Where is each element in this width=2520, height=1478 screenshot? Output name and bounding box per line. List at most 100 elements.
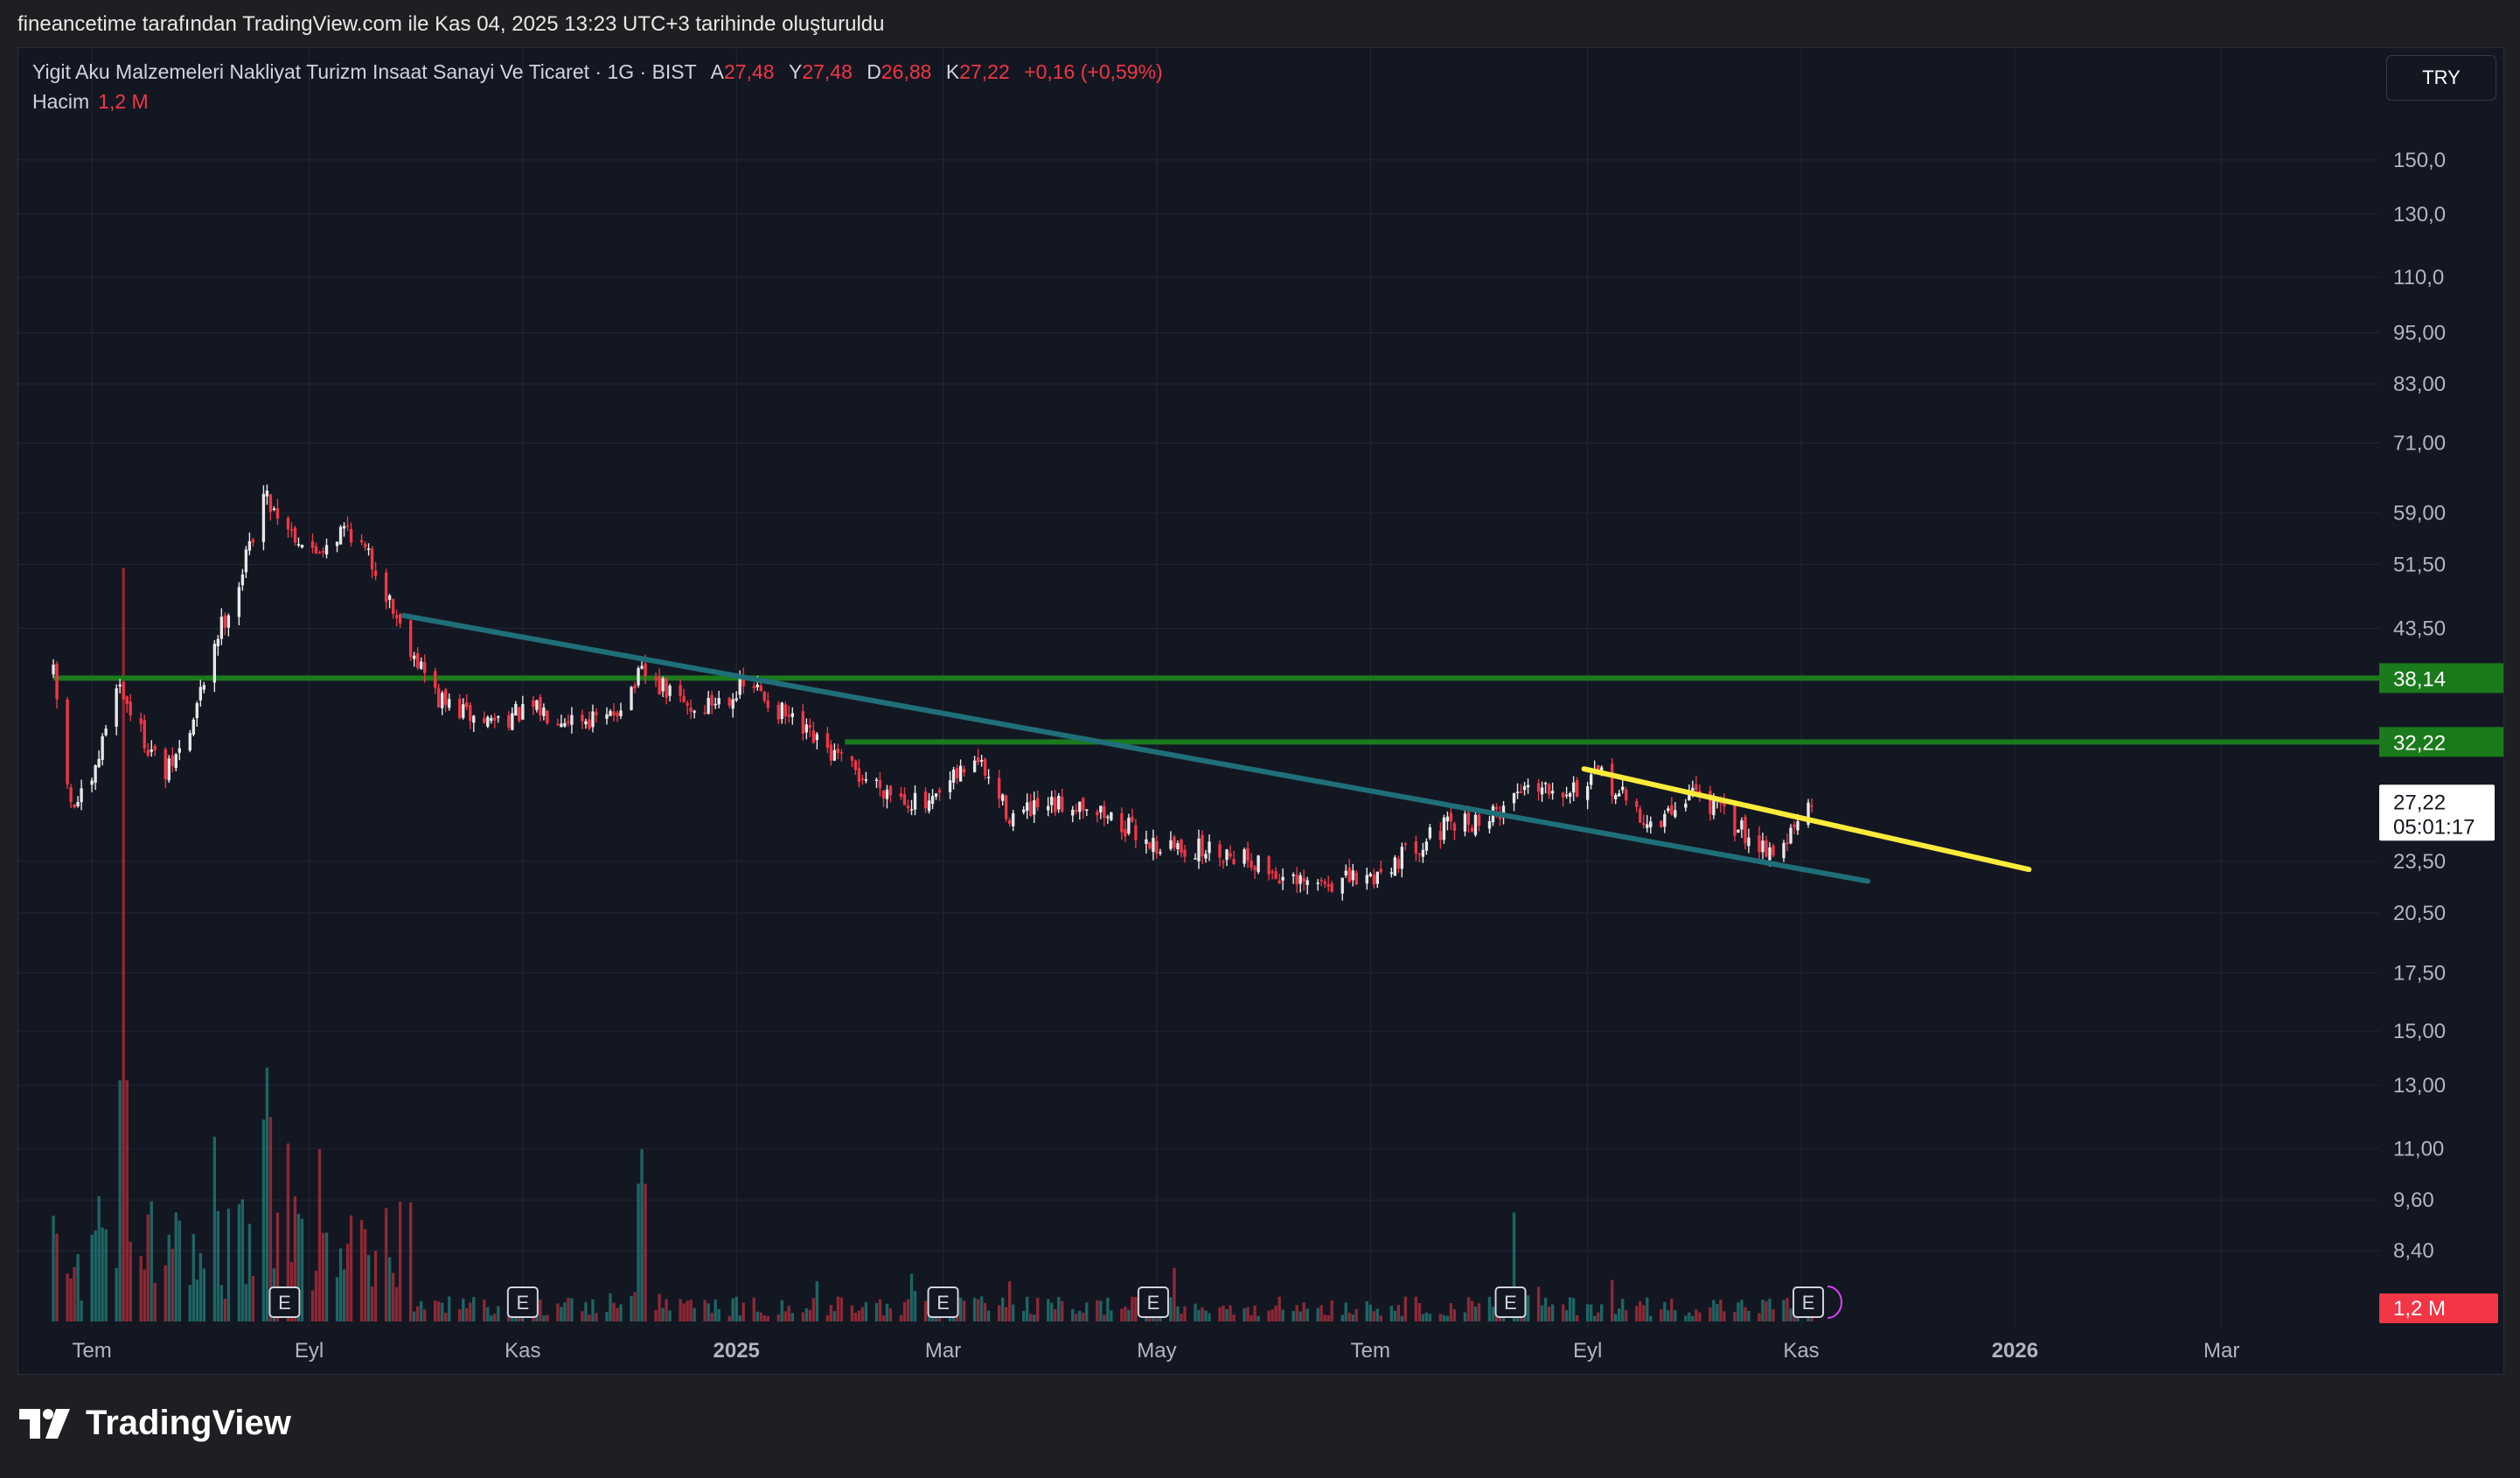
volume-bar [143, 1269, 146, 1321]
tradingview-logo[interactable]: TradingView [19, 1404, 291, 1443]
candle-body [359, 540, 364, 543]
volume-bar [1007, 1281, 1012, 1321]
volume-bar [689, 1299, 693, 1321]
volume-bar [584, 1301, 588, 1321]
candle-body [738, 679, 741, 695]
candle-body [930, 796, 935, 805]
candle-body [853, 760, 858, 770]
volume-bar [734, 1296, 738, 1321]
volume-bar [1491, 1307, 1495, 1321]
currency-button[interactable]: TRY [2386, 55, 2496, 101]
volume-bar [1232, 1314, 1236, 1321]
candle-body [219, 617, 224, 639]
volume-bar [1452, 1309, 1457, 1321]
volume-bar [1611, 1279, 1614, 1321]
candle-body [1691, 787, 1695, 792]
candle-body [1208, 841, 1211, 854]
candle-body [1526, 784, 1530, 788]
candle-body [153, 746, 157, 750]
volume-bar [804, 1307, 809, 1321]
volume-bar [1012, 1304, 1015, 1321]
candle-body [1057, 795, 1061, 810]
candle-body [801, 711, 805, 734]
earnings-marker-label: E [278, 1292, 291, 1314]
volume-bar [1208, 1313, 1211, 1321]
volume-bar [1253, 1305, 1257, 1321]
last-price-badge [2379, 784, 2495, 841]
symbol-title[interactable]: Yigit Aku Malzemeleri Nakliyat Turizm In… [32, 60, 697, 83]
volume-bar [755, 1311, 759, 1321]
candle-body [1372, 875, 1375, 885]
candle-body [1438, 831, 1443, 840]
candle-body [1120, 813, 1124, 833]
candle-body [80, 788, 83, 803]
candle-body [762, 691, 766, 701]
lower-trendline [400, 612, 1871, 884]
candle-body [570, 715, 574, 725]
candle-body [398, 614, 402, 624]
candle-body [490, 718, 493, 722]
volume-bar [1536, 1286, 1541, 1321]
y-tick-label: 23,50 [2393, 850, 2446, 874]
candle-body [268, 494, 273, 512]
candle-body [909, 809, 914, 811]
volume-bar [1414, 1296, 1418, 1321]
volume-bar [815, 1281, 819, 1321]
candle-body [1295, 875, 1298, 885]
candle-body [1159, 852, 1162, 854]
volume-bar [591, 1299, 595, 1321]
price-chart[interactable]: E E E E E E 150,0 130,0 110,0 95,00 83,00 71,00 59,… [18, 48, 2503, 1374]
volume-bar [633, 1292, 637, 1321]
volume-bar [832, 1311, 837, 1321]
chart-attribution: fineancetime tarafından TradingView.com … [17, 12, 885, 36]
volume-bar [1218, 1307, 1222, 1321]
volume-bar [1075, 1314, 1078, 1321]
candle-body [727, 698, 731, 706]
volume-bar [118, 1080, 122, 1321]
volume-legend: Hacim 1,2 M [32, 90, 149, 114]
candle-body [1449, 812, 1453, 822]
candle-body [1071, 809, 1075, 816]
candle-body [1400, 847, 1404, 869]
earnings-marker [1494, 1286, 1527, 1318]
open-value: 27,48 [724, 60, 775, 83]
volume-bar [394, 1286, 399, 1321]
candle-body [1323, 881, 1326, 884]
candle-body [1194, 858, 1197, 860]
volume-bar [637, 1183, 640, 1321]
volume-bar [1194, 1303, 1197, 1321]
volume-bar [885, 1303, 889, 1321]
candle-body [465, 701, 469, 708]
candle-body [237, 587, 241, 617]
candle-body [1589, 774, 1593, 785]
volume-bar [1445, 1315, 1450, 1321]
volume-bar [469, 1302, 472, 1321]
candle-body [1519, 791, 1523, 793]
candle-body [1674, 810, 1677, 817]
candle-body [1596, 764, 1600, 770]
volume-label[interactable]: Hacim [32, 90, 90, 113]
volume-bar [1438, 1314, 1443, 1321]
close-value: 27,22 [959, 60, 1010, 83]
volume-bar [1180, 1314, 1183, 1321]
volume-bar [1646, 1297, 1649, 1321]
volume-bar [275, 1212, 280, 1321]
candle-body [591, 711, 595, 728]
candle-body [1232, 859, 1236, 864]
candle-body [324, 545, 329, 555]
candle-body [1747, 837, 1751, 847]
candle-body [532, 700, 535, 708]
volume-badge [2379, 1293, 2498, 1323]
volume-bar [153, 1282, 157, 1321]
candle-body [1050, 796, 1054, 805]
volume-bar [1326, 1314, 1330, 1321]
volume-bar [483, 1299, 486, 1321]
volume-bar [808, 1309, 812, 1321]
volume-bar [556, 1303, 560, 1321]
volume-bar [490, 1314, 493, 1321]
y-tick-label: 130,0 [2393, 203, 2446, 227]
candle-body [567, 721, 570, 723]
candle-body [972, 760, 977, 772]
chart-pane[interactable]: E E E E E E 150,0 130,0 110,0 95,00 83,00 71,00 59,… [17, 47, 2504, 1375]
